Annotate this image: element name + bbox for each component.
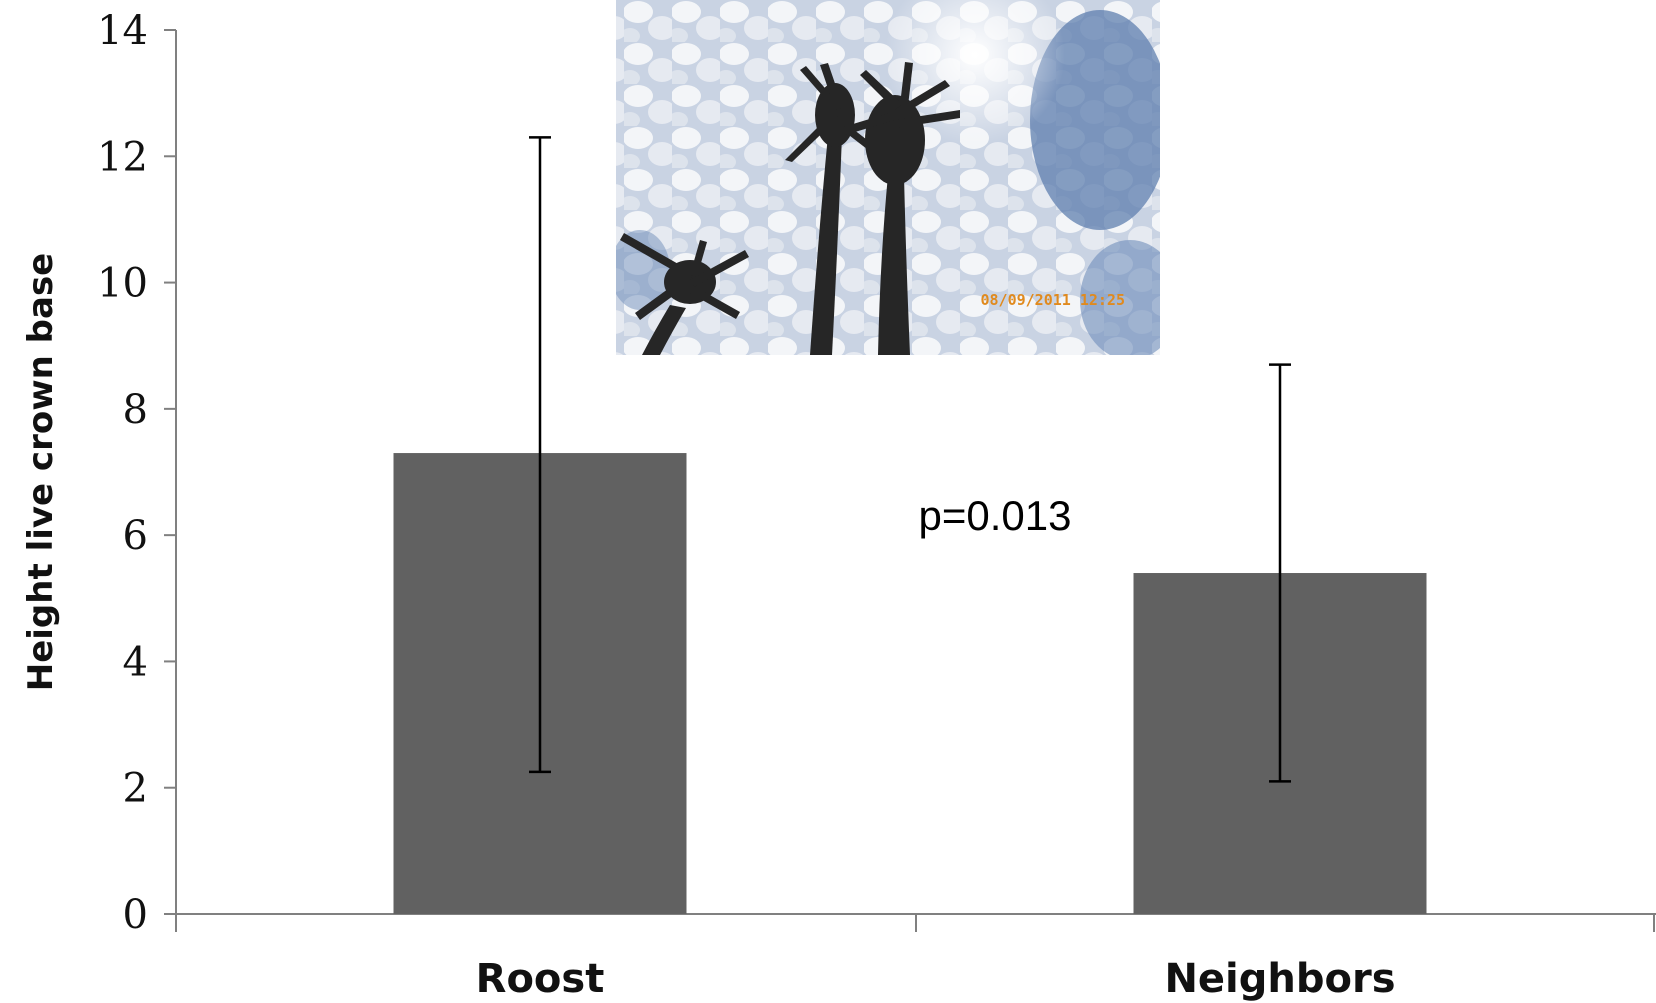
palm-trunk-icon	[642, 305, 686, 355]
y-tick-label: 10	[97, 261, 148, 307]
y-axis-title: Height live crown base	[21, 253, 61, 691]
tick-labels: 0 2 4 6 8 10 12 14 Roost Neighbors	[97, 8, 1395, 1002]
x-category-label: Neighbors	[1164, 956, 1395, 1002]
photo-sun-glow	[885, 0, 1065, 145]
palm-trunk-icon	[810, 135, 842, 355]
palm-crown-icon	[843, 62, 960, 185]
y-tick-label: 6	[123, 513, 148, 559]
y-tick-label: 8	[123, 387, 148, 433]
photo-blue-patch	[616, 230, 670, 310]
bars	[393, 453, 1427, 914]
palm-crown-icon	[620, 233, 749, 320]
error-bars	[529, 136, 1291, 783]
y-tick-label: 12	[97, 134, 148, 180]
palm-trunk-icon	[878, 175, 910, 355]
y-tick-label: 4	[123, 639, 148, 685]
photo-blue-patch	[1080, 240, 1160, 355]
y-tick-label: 2	[123, 766, 148, 812]
photo-timestamp: 08/09/2011 12:25	[981, 291, 1126, 309]
x-category-label: Roost	[476, 956, 605, 1002]
inset-photo: 08/09/2011 12:25	[616, 0, 1160, 355]
y-tick-label: 0	[123, 892, 148, 938]
y-tick-label: 14	[97, 8, 148, 54]
p-value-annotation: p=0.013	[919, 492, 1072, 539]
